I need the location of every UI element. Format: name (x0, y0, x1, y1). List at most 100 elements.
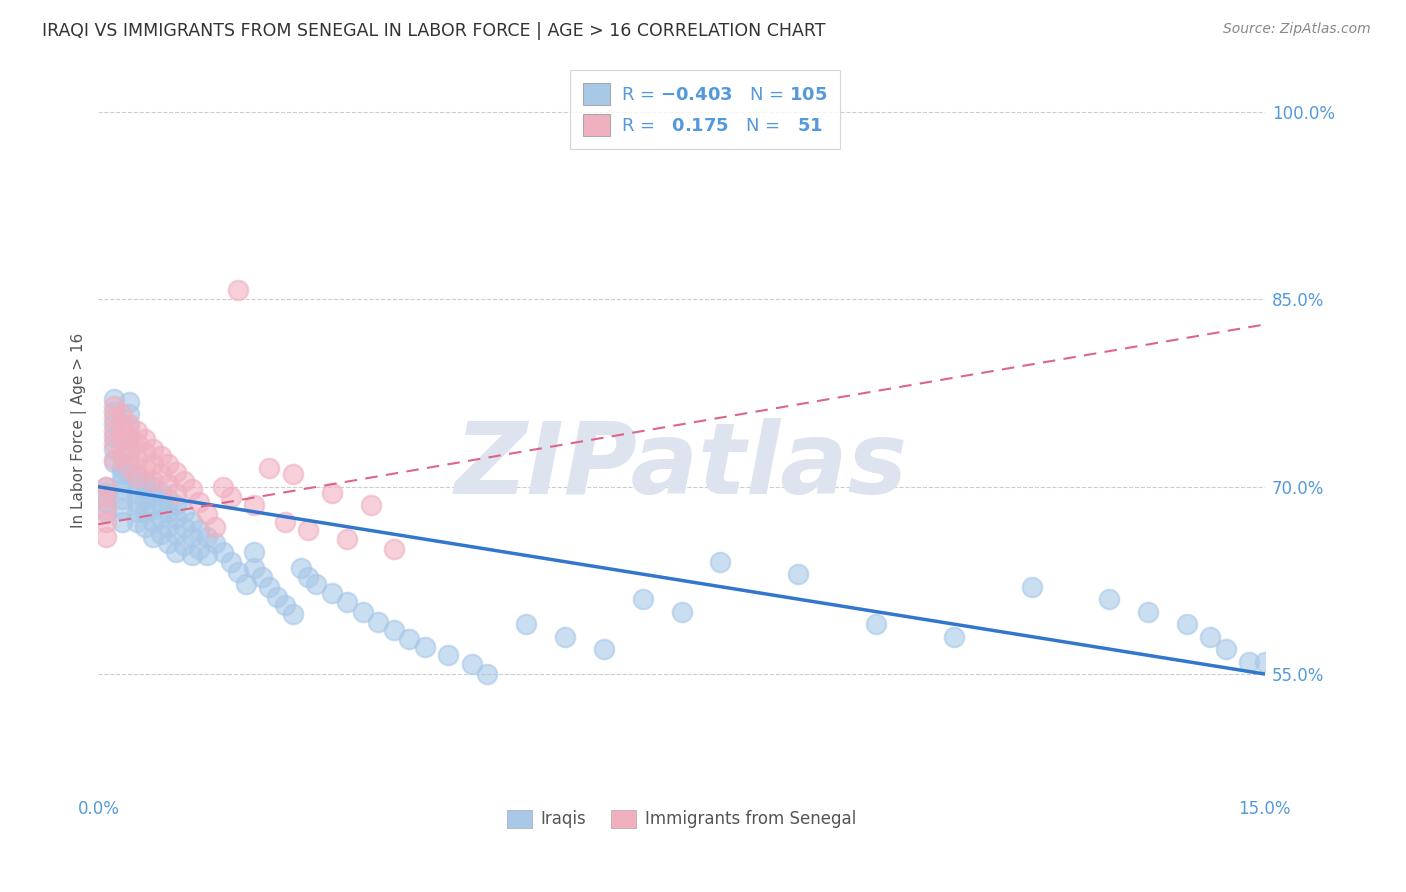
Text: IRAQI VS IMMIGRANTS FROM SENEGAL IN LABOR FORCE | AGE > 16 CORRELATION CHART: IRAQI VS IMMIGRANTS FROM SENEGAL IN LABO… (42, 22, 825, 40)
Point (180, 530, 202, 544)
Point (127, 505, 149, 519)
Point (118, 395, 141, 409)
Point (243, 544, 266, 558)
Point (173, 519, 195, 533)
Point (118, 417, 141, 432)
Point (118, 408, 141, 422)
Point (103, 405, 125, 419)
Point (103, 452, 125, 467)
Point (94, 480, 117, 494)
Point (165, 511, 187, 525)
Point (103, 392, 125, 407)
Point (103, 430, 125, 444)
Point (211, 544, 233, 558)
Point (1098, 592, 1121, 607)
Point (188, 542, 211, 557)
Point (259, 580, 281, 594)
Point (942, 630, 965, 644)
Point (127, 424, 149, 438)
Point (195, 549, 218, 563)
Point (297, 524, 319, 538)
Point (336, 532, 359, 546)
Point (94, 480, 117, 494)
Point (127, 452, 149, 467)
Point (204, 519, 226, 533)
Point (219, 490, 242, 504)
Point (460, 657, 482, 671)
Point (142, 480, 165, 494)
Point (180, 549, 202, 563)
Point (382, 542, 405, 557)
Point (142, 530, 165, 544)
Point (134, 492, 156, 507)
Point (111, 502, 134, 516)
Point (111, 461, 134, 475)
Point (250, 569, 273, 583)
Point (127, 436, 149, 450)
Point (103, 436, 125, 450)
Point (149, 449, 172, 463)
Point (165, 465, 187, 479)
Point (1270, 642, 1292, 657)
Point (195, 507, 218, 521)
Point (787, 567, 810, 582)
Point (94, 502, 117, 516)
Point (111, 492, 134, 507)
Point (219, 555, 242, 569)
Point (142, 458, 165, 472)
Point (243, 561, 266, 575)
Point (127, 495, 149, 509)
Point (103, 442, 125, 457)
Point (127, 470, 149, 484)
Point (94, 490, 117, 504)
Point (111, 483, 134, 497)
Point (188, 495, 211, 509)
Point (134, 445, 156, 459)
Point (111, 420, 134, 434)
Point (1021, 580, 1043, 594)
Point (142, 442, 165, 457)
Point (118, 458, 141, 472)
Point (149, 499, 172, 513)
Point (165, 499, 187, 513)
Point (118, 461, 141, 475)
Point (157, 536, 180, 550)
Point (111, 433, 134, 447)
Point (592, 642, 614, 657)
Point (94, 530, 117, 544)
Point (165, 544, 187, 558)
Point (515, 617, 537, 632)
Point (157, 477, 180, 491)
Point (103, 399, 125, 413)
Point (336, 594, 359, 608)
Point (382, 624, 405, 638)
Point (243, 499, 266, 513)
Point (398, 632, 420, 646)
Point (94, 495, 117, 509)
Point (321, 486, 343, 500)
Point (297, 569, 319, 583)
Point (118, 445, 141, 459)
Point (709, 555, 731, 569)
Point (281, 607, 304, 621)
Point (142, 515, 165, 529)
Point (631, 592, 654, 607)
Point (103, 455, 125, 469)
Point (149, 467, 172, 482)
Text: ZIPatlas: ZIPatlas (456, 418, 908, 516)
Point (149, 486, 172, 500)
Point (134, 461, 156, 475)
Point (475, 667, 498, 681)
Point (274, 599, 297, 613)
Point (266, 590, 288, 604)
Point (94, 486, 117, 500)
Point (134, 483, 156, 497)
Point (127, 486, 149, 500)
Point (180, 515, 202, 529)
Point (1137, 605, 1160, 619)
Point (111, 408, 134, 422)
Point (1277, 661, 1299, 675)
Point (211, 480, 233, 494)
Point (157, 505, 180, 519)
Point (367, 615, 389, 629)
